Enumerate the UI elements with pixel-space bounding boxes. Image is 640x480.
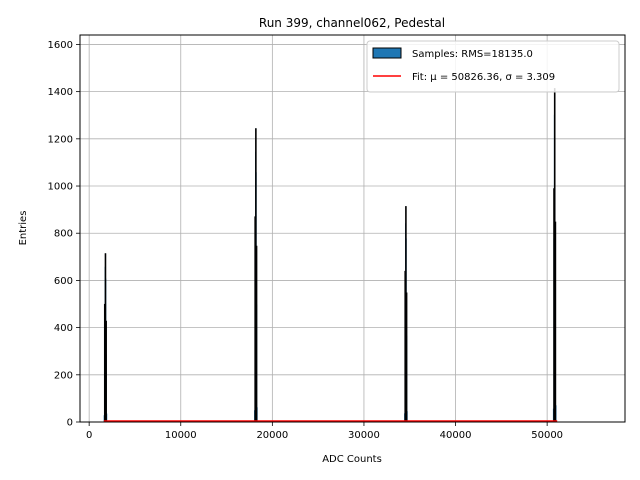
- x-tick-label: 50000: [531, 430, 563, 441]
- histogram-bar: [404, 413, 405, 422]
- legend-swatch-samples: [372, 47, 402, 59]
- y-tick-label: 600: [54, 276, 73, 287]
- histogram-peak: [552, 88, 557, 423]
- legend-label-fit-text: Fit: μ = 50826.36, σ = 3.309: [412, 72, 555, 83]
- x-tick-label: 10000: [165, 430, 197, 441]
- x-tick-label: 0: [86, 430, 92, 441]
- plot-border: [79, 34, 626, 423]
- y-tick-label: 200: [54, 370, 73, 381]
- x-axis-title: ADC Counts: [322, 454, 382, 465]
- y-tick-label: 800: [54, 229, 73, 240]
- plot-area: [80, 35, 625, 422]
- histogram-peak: [404, 206, 408, 422]
- histogram-peak: [254, 128, 258, 422]
- x-tick-label: 30000: [348, 430, 380, 441]
- legend-label-samples: Samples: RMS=18135.0: [412, 49, 533, 60]
- y-tick-label: 1200: [48, 134, 73, 145]
- legend-box: [366, 40, 620, 93]
- histogram-peak: [103, 253, 108, 422]
- legend-label-fit: Fit: μ = 50826.36, σ = 3.309: [412, 72, 555, 83]
- y-tick-label: 1600: [48, 40, 73, 51]
- histogram-bars: [103, 88, 557, 423]
- y-axis-title: Entries: [18, 211, 29, 246]
- y-tick-label: 400: [54, 323, 73, 334]
- legend: Samples: RMS=18135.0 Fit: μ = 50826.36, …: [366, 40, 620, 93]
- y-tick-label: 1000: [48, 182, 73, 193]
- y-axis: 0 200 400 600 800 1000 1200 1400 1600: [48, 40, 80, 429]
- chart-title: Run 399, channel062, Pedestal: [259, 16, 445, 30]
- x-tick-label: 20000: [256, 430, 288, 441]
- y-tick-label: 0: [67, 418, 73, 429]
- x-axis: 0 10000 20000 30000 40000 50000: [86, 422, 563, 441]
- y-tick-label: 1400: [48, 87, 73, 98]
- x-tick-label: 40000: [440, 430, 472, 441]
